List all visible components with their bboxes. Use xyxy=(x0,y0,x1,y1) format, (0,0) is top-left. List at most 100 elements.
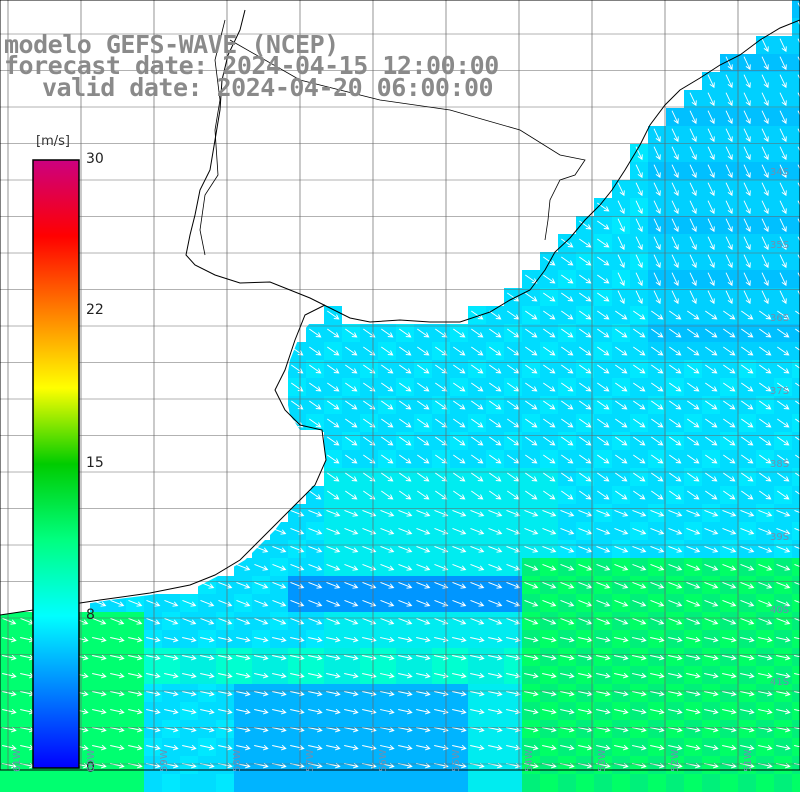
wind-arrow xyxy=(579,328,592,338)
wind-arrow xyxy=(779,290,787,305)
wind-arrow xyxy=(633,454,646,464)
wind-arrow xyxy=(470,581,485,589)
wind-arrow xyxy=(272,545,287,553)
wind-arrow xyxy=(560,654,575,661)
wind-arrow xyxy=(416,672,431,679)
wind-arrow xyxy=(704,672,719,679)
title-model: modelo GEFS-WAVE (NCEP) xyxy=(4,30,339,59)
wind-arrow xyxy=(434,509,449,517)
wind-arrow xyxy=(722,726,737,733)
wind-arrow xyxy=(668,654,683,661)
sea-cell xyxy=(792,216,800,234)
wind-arrow xyxy=(668,509,683,517)
wind-arrow xyxy=(723,454,736,464)
wind-arrow xyxy=(524,599,539,607)
wind-arrow xyxy=(704,690,719,697)
wind-arrow xyxy=(92,672,107,679)
wind-arrow xyxy=(687,490,700,500)
land-mask xyxy=(0,0,326,615)
wind-arrow xyxy=(489,364,502,374)
sea-cell xyxy=(792,108,800,126)
wind-arrow xyxy=(272,672,287,679)
sea-cell xyxy=(792,234,800,252)
wind-arrow xyxy=(779,218,787,233)
wind-arrow xyxy=(707,92,715,107)
sea-cell xyxy=(216,774,234,792)
wind-arrow xyxy=(417,364,430,374)
sea-cell xyxy=(756,774,774,792)
wind-arrow xyxy=(596,690,611,697)
wind-arrow xyxy=(272,726,287,733)
wind-arrow xyxy=(650,672,665,679)
wind-arrow xyxy=(797,56,800,68)
sea-cell xyxy=(792,702,800,720)
wind-arrow xyxy=(506,708,521,715)
wind-arrow xyxy=(309,490,322,500)
wind-arrow xyxy=(761,92,769,107)
sea-cell xyxy=(792,72,800,90)
wind-arrow xyxy=(743,200,751,215)
lon-label-56w: 56W xyxy=(378,749,389,772)
wind-arrow xyxy=(795,418,800,423)
wind-arrow xyxy=(434,708,449,715)
wind-arrow xyxy=(741,328,754,338)
wind-arrow xyxy=(794,545,800,550)
wind-arrow xyxy=(326,708,341,715)
wind-arrow xyxy=(596,726,611,733)
wind-arrow xyxy=(542,581,557,589)
colorbar-unit: [m/s] xyxy=(36,134,70,149)
wind-arrow xyxy=(470,617,485,625)
wind-arrow xyxy=(308,617,323,625)
wind-arrow xyxy=(653,218,661,233)
wind-arrow xyxy=(380,617,395,625)
wind-arrow xyxy=(435,418,448,428)
wind-arrow xyxy=(488,509,503,517)
wind-arrow xyxy=(543,256,556,266)
wind-arrow xyxy=(617,200,625,215)
wind-arrow xyxy=(471,418,484,428)
wind-arrow xyxy=(797,128,800,140)
wind-arrow xyxy=(110,672,125,679)
wind-arrow xyxy=(308,708,323,715)
wind-arrow xyxy=(633,328,646,338)
wind-arrow xyxy=(758,581,773,589)
sea-cell xyxy=(792,90,800,108)
wind-arrow xyxy=(779,272,787,287)
wind-arrow xyxy=(525,418,538,428)
wind-arrow xyxy=(525,364,538,374)
wind-arrow xyxy=(524,563,539,571)
lon-label-55w: 55W xyxy=(451,749,462,772)
lat-lon-grid xyxy=(0,0,800,771)
wind-arrow xyxy=(542,527,557,535)
wind-arrow xyxy=(399,454,412,464)
wind-arrow xyxy=(543,274,556,284)
wind-arrow xyxy=(689,254,697,269)
lon-label-52w: 52W xyxy=(670,749,681,772)
wind-arrow xyxy=(794,691,800,694)
wind-arrow xyxy=(741,310,754,320)
wind-arrow xyxy=(596,672,611,679)
wind-arrow xyxy=(272,581,287,589)
wind-arrow xyxy=(668,599,683,607)
sea-cell xyxy=(792,630,800,648)
wind-arrow xyxy=(740,509,755,517)
wind-arrow xyxy=(489,382,502,392)
wind-arrow xyxy=(632,708,647,715)
wind-arrow xyxy=(651,382,664,392)
wind-arrow xyxy=(687,400,700,410)
sea-cell xyxy=(738,774,756,792)
wind-arrow xyxy=(561,454,574,464)
wind-arrow xyxy=(327,328,340,338)
wind-arrow xyxy=(761,290,769,305)
wind-arrow xyxy=(596,708,611,715)
wind-arrow xyxy=(236,563,251,571)
wind-arrow xyxy=(236,672,251,679)
wind-arrow xyxy=(614,509,629,517)
sea-cell xyxy=(666,774,684,792)
wind-arrow xyxy=(689,92,697,107)
wind-arrow xyxy=(399,490,412,500)
border-lines xyxy=(199,19,586,256)
wind-arrow xyxy=(452,563,467,571)
wind-arrow xyxy=(597,292,610,302)
sea-cell xyxy=(720,774,738,792)
